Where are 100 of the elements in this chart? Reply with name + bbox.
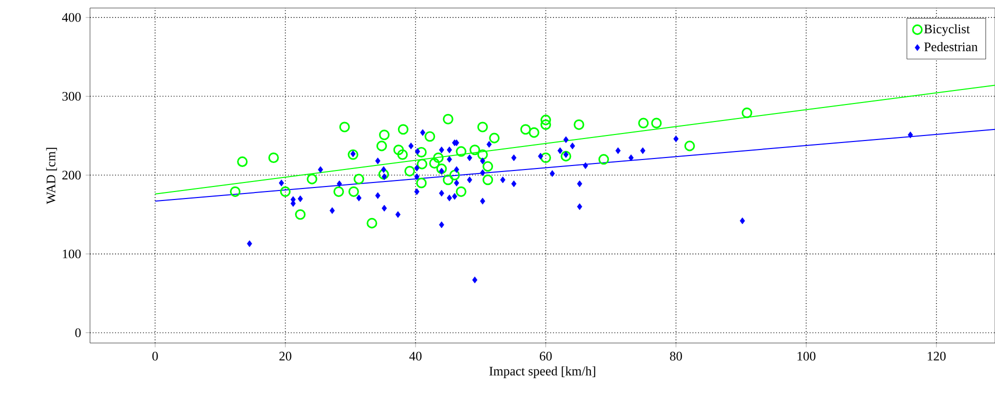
point (268, 152, 279, 164)
point (446, 194, 452, 202)
point (466, 154, 472, 162)
point (382, 204, 387, 212)
point (640, 147, 646, 154)
point (295, 209, 306, 220)
point (397, 149, 408, 160)
point (416, 146, 427, 158)
point (436, 164, 447, 174)
point (577, 180, 582, 188)
legend-label: Bicyclist (924, 24, 970, 36)
point (489, 132, 500, 144)
point (570, 142, 576, 150)
point (438, 190, 444, 197)
point (306, 174, 318, 184)
point (528, 127, 540, 138)
point (557, 147, 563, 154)
point (577, 203, 582, 210)
point (446, 156, 452, 163)
point (381, 166, 386, 173)
point (280, 186, 291, 197)
point (472, 276, 478, 284)
point (348, 186, 359, 197)
x-tick-label: 100 (798, 352, 816, 361)
point (416, 158, 428, 170)
point (398, 124, 408, 135)
point (511, 154, 516, 162)
point (424, 131, 436, 142)
point (375, 158, 380, 164)
point (330, 207, 335, 214)
x-tick-label: 0 (152, 352, 158, 361)
point (393, 144, 404, 156)
point (336, 180, 342, 188)
point (673, 135, 679, 142)
point (452, 193, 458, 200)
point (628, 154, 634, 162)
point (684, 140, 695, 152)
point (230, 186, 240, 197)
point (560, 150, 572, 162)
point (354, 174, 364, 184)
point (395, 211, 401, 218)
point (454, 166, 460, 173)
point (237, 156, 248, 167)
x-tick-label: 60 (540, 352, 552, 361)
point (538, 152, 544, 160)
point (482, 174, 494, 186)
point (438, 221, 444, 228)
point (908, 132, 913, 138)
point (366, 218, 378, 228)
point (598, 154, 609, 165)
point (438, 146, 444, 154)
point (466, 176, 472, 184)
point (480, 158, 486, 164)
point (379, 130, 390, 140)
point (470, 144, 480, 156)
point (446, 146, 452, 154)
y-tick-label: 400 (62, 13, 81, 22)
point (420, 129, 426, 136)
point (378, 169, 389, 180)
point (482, 161, 494, 172)
point (500, 176, 506, 184)
point (563, 136, 569, 144)
point (740, 217, 745, 224)
x-tick-label: 80 (670, 352, 682, 361)
point (356, 194, 362, 202)
point (414, 173, 420, 180)
point (333, 186, 344, 197)
x-tick-label: 40 (409, 352, 422, 361)
point (449, 170, 460, 180)
point (442, 114, 454, 124)
point (408, 142, 414, 150)
point (615, 147, 621, 154)
point (348, 149, 358, 160)
y-tick-label: 300 (62, 92, 81, 101)
point (520, 124, 531, 135)
point (339, 122, 350, 132)
point (433, 152, 444, 164)
y-tick-label: 0 (75, 328, 81, 338)
point (480, 169, 486, 176)
x-tick-label: 20 (279, 352, 292, 361)
x-axis-title: Impact speed [km/h] (489, 366, 596, 378)
point (414, 188, 420, 196)
point (651, 118, 662, 128)
y-axis-title: WAD [cm] (46, 148, 57, 204)
point (442, 174, 454, 186)
point (414, 164, 420, 172)
point (318, 166, 324, 173)
point (375, 192, 380, 199)
point (511, 180, 516, 188)
point (456, 186, 466, 197)
point (454, 180, 460, 186)
y-tick-label: 200 (62, 170, 81, 180)
point (540, 152, 552, 164)
point (638, 118, 649, 128)
point (278, 180, 284, 186)
point (298, 195, 303, 202)
point (582, 162, 588, 170)
point (456, 146, 466, 157)
point (550, 170, 555, 177)
point (480, 198, 486, 205)
